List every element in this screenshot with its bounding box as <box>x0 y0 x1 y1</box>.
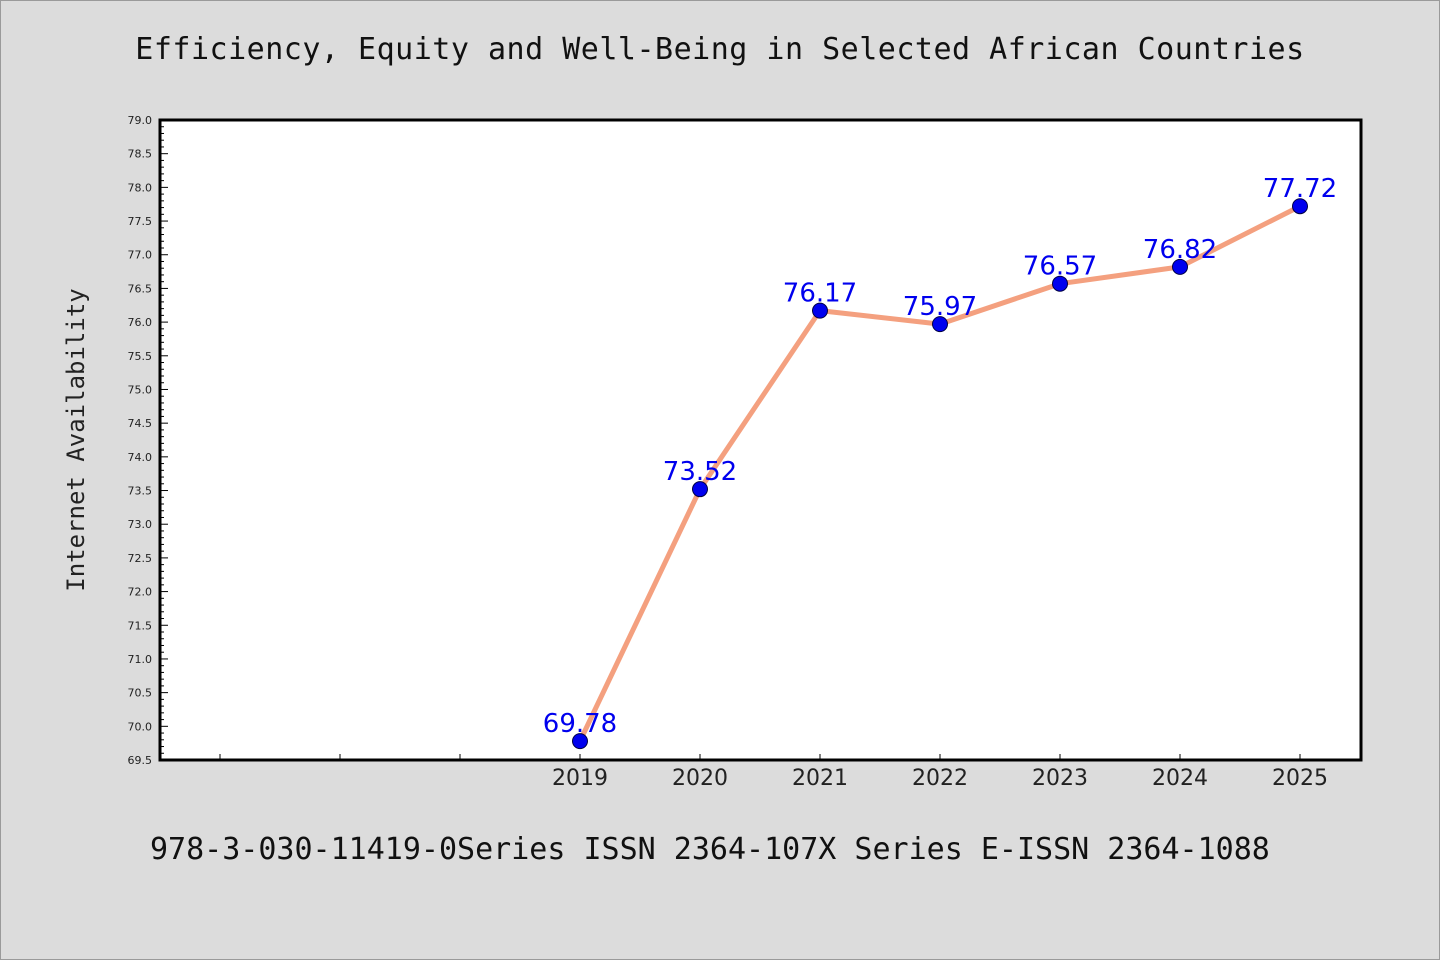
x-tick-label: 2020 <box>672 766 728 791</box>
y-tick-label: 69.5 <box>128 754 153 767</box>
data-label: 76.57 <box>1023 252 1097 282</box>
y-tick-label: 73.0 <box>128 518 153 531</box>
data-label: 75.97 <box>903 292 977 322</box>
series-layer <box>572 198 1308 750</box>
y-tick-label: 74.5 <box>128 417 153 430</box>
y-tick-label: 76.5 <box>128 282 153 295</box>
data-labels: 69.78 73.52 76.17 75.97 76.57 76.82 77.72 <box>543 174 1337 739</box>
y-tick-label: 79.0 <box>128 114 153 127</box>
y-tick-label: 75.5 <box>128 350 153 363</box>
y-tick-label: 74.0 <box>128 451 153 464</box>
footer-isbn-issn: 978-3-030-11419-0Series ISSN 2364-107X S… <box>150 832 1270 867</box>
y-tick-label: 70.5 <box>128 687 153 700</box>
y-tick-label: 72.0 <box>128 586 153 599</box>
x-tick-label: 2021 <box>792 766 848 791</box>
data-label: 76.82 <box>1143 235 1217 265</box>
x-tick-label: 2024 <box>1152 766 1208 791</box>
data-point <box>1052 275 1068 292</box>
y-tick-label: 78.5 <box>128 148 153 161</box>
y-tick-label: 72.5 <box>128 552 153 565</box>
data-label: 69.78 <box>543 709 617 739</box>
y-tick-label: 77.5 <box>128 215 153 228</box>
y-tick-label: 70.0 <box>128 720 153 733</box>
y-tick-label: 78.0 <box>128 181 153 194</box>
y-tick-label: 75.0 <box>128 383 153 396</box>
y-tick-label: 71.5 <box>128 619 153 632</box>
plot-area <box>160 120 1361 760</box>
x-tick-label: 2023 <box>1032 766 1088 791</box>
y-tick-label: 73.5 <box>128 485 153 498</box>
data-point <box>1292 198 1308 215</box>
y-tick-label: 77.0 <box>128 249 153 262</box>
data-point <box>932 316 948 333</box>
data-point <box>572 733 588 750</box>
data-point <box>692 481 708 498</box>
data-point <box>812 302 828 319</box>
data-label: 73.52 <box>663 457 737 487</box>
y-tick-label: 76.0 <box>128 316 153 329</box>
x-tick-label: 2022 <box>912 766 968 791</box>
data-point <box>1172 258 1188 275</box>
data-label: 77.72 <box>1263 174 1337 204</box>
y-tick-label: 71.0 <box>128 653 153 666</box>
data-label: 76.17 <box>783 279 857 309</box>
x-tick-label: 2019 <box>552 766 608 791</box>
x-tick-label: 2025 <box>1272 766 1328 791</box>
y-axis-ticks: 69.5 70.0 70.5 71.0 71.5 72.0 72.5 73.0 73.5 74.0… <box>128 114 168 767</box>
chart-title: Efficiency, Equity and Well-Being in Sel… <box>135 32 1305 67</box>
plot-border <box>158 118 1363 762</box>
